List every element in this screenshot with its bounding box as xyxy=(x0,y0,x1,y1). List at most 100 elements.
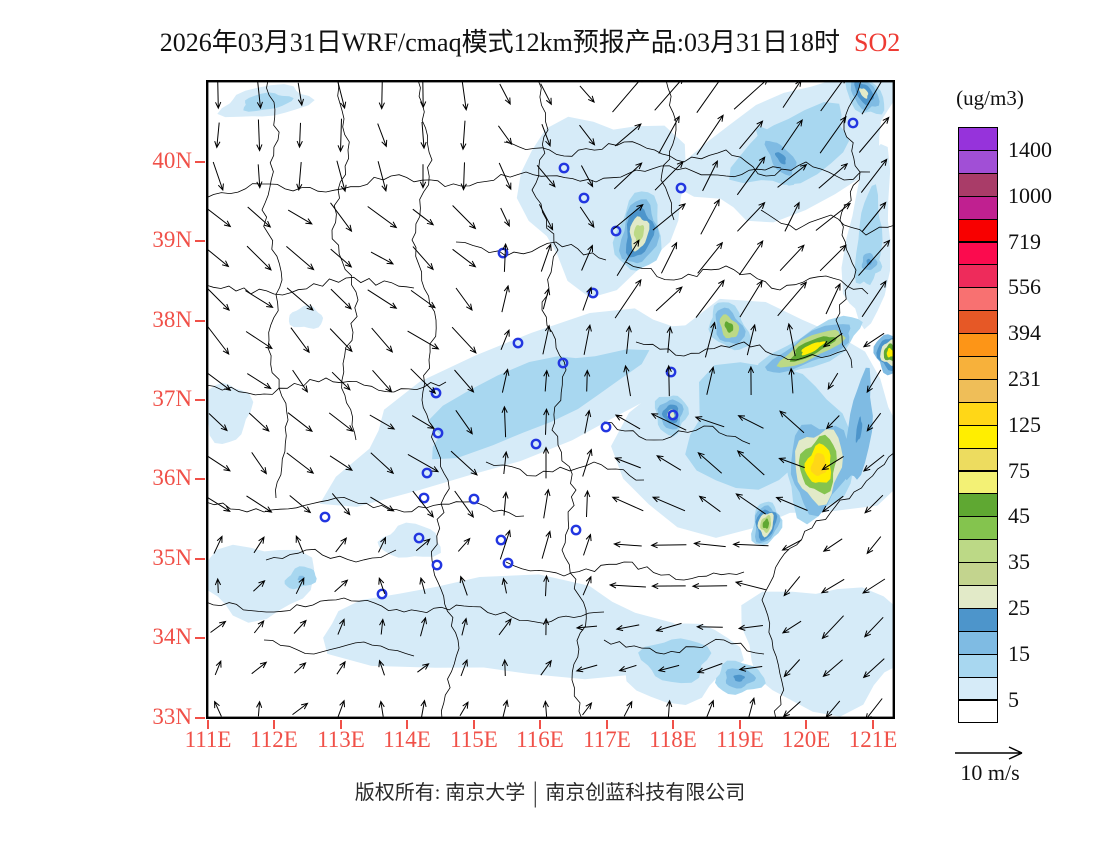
wind-arrow-icon xyxy=(292,369,309,393)
wind-arrow-icon xyxy=(502,242,509,272)
wind-arrow-icon xyxy=(455,287,473,311)
wind-arrow-icon xyxy=(502,450,509,475)
colorbar-cell xyxy=(958,378,998,403)
colorbar-label: 25 xyxy=(1008,594,1030,620)
wind-arrow-icon xyxy=(822,659,843,678)
wind-arrow-icon xyxy=(696,80,723,113)
hotspot-blob xyxy=(886,347,894,358)
wind-arrow-icon xyxy=(666,699,673,718)
wind-arrow-icon xyxy=(251,452,268,475)
lon-tick-mark xyxy=(539,720,542,729)
wind-arrow-icon xyxy=(738,239,764,276)
wind-arrow-icon xyxy=(206,207,232,228)
wind-arrow-icon xyxy=(501,284,510,313)
lon-tick-label: 119E xyxy=(716,727,764,752)
boundary-line xyxy=(761,451,895,719)
wind-arrow-icon xyxy=(697,451,723,474)
wash-blob xyxy=(323,574,696,680)
lat-tick-mark xyxy=(195,161,205,164)
colorbar-cell xyxy=(958,447,998,472)
wind-arrow-icon xyxy=(827,372,839,390)
wind-arrow-icon xyxy=(206,287,230,311)
colorbar-cell xyxy=(958,195,998,220)
colorbar-cell xyxy=(958,218,998,243)
colorbar-label: 75 xyxy=(1008,457,1030,483)
wind-arrow-icon xyxy=(866,369,882,394)
lon-tick-mark xyxy=(872,720,875,729)
wind-arrow-icon xyxy=(862,332,885,348)
wind-arrow-icon xyxy=(738,665,763,672)
wind-arrow-icon xyxy=(747,697,756,719)
wind-arrow-icon xyxy=(739,279,763,318)
hotspot-blob xyxy=(733,674,745,682)
wind-arrow-icon xyxy=(206,371,232,392)
wind-arrow-icon xyxy=(858,116,890,153)
wind-arrow-icon xyxy=(782,701,801,718)
boundary-line xyxy=(206,165,782,199)
wash-blob xyxy=(741,587,895,717)
colorbar-label: 5 xyxy=(1008,686,1019,712)
wind-arrow-icon xyxy=(693,540,726,548)
wind-arrow-icon xyxy=(736,156,766,196)
wind-arrow-icon xyxy=(737,624,763,631)
lat-tick-mark xyxy=(195,558,205,561)
wind-arrow-icon xyxy=(746,323,757,356)
wind-arrow-icon xyxy=(581,244,593,271)
city-marker-icon xyxy=(600,421,612,433)
colorbar-cell xyxy=(958,585,998,609)
copyright-footer: 版权所有: 南京大学 | 南京创蓝科技有限公司 xyxy=(0,776,1100,809)
wind-arrow-icon xyxy=(215,80,222,110)
wind-arrow-icon xyxy=(410,368,437,395)
wind-arrow-icon xyxy=(702,159,718,192)
colorbar-cell xyxy=(958,241,998,266)
wind-arrow-icon xyxy=(450,450,478,476)
wind-arrow-icon xyxy=(213,535,223,554)
wind-arrow-icon xyxy=(542,324,551,355)
lat-tick-label: 38N xyxy=(152,307,192,332)
wind-arrow-icon xyxy=(370,452,395,475)
wind-arrow-icon xyxy=(538,204,554,231)
wind-arrow-icon xyxy=(652,203,687,231)
colorbar-cell xyxy=(958,356,998,380)
wind-arrow-icon xyxy=(206,454,231,472)
wind-arrow-icon xyxy=(862,658,885,679)
wind-arrow-icon xyxy=(821,495,844,513)
boundary-line xyxy=(505,561,745,581)
wind-arrow-icon xyxy=(256,80,263,110)
wind-arrow-icon xyxy=(454,369,475,393)
wind-arrow-icon xyxy=(783,659,801,678)
hotspot-blob xyxy=(762,518,770,529)
colorbar-cell xyxy=(958,149,998,174)
boundary-line xyxy=(835,80,862,369)
boundary-line xyxy=(261,80,289,499)
wind-arrow-icon xyxy=(697,241,724,274)
page-title: 2026年03月31日WRF/cmaq模式12km预报产品:03月31日18时 S… xyxy=(0,22,1060,59)
boundary-line xyxy=(331,80,359,441)
wind-arrow-icon xyxy=(378,577,386,594)
wind-arrow-icon xyxy=(459,701,469,717)
wash-blob xyxy=(638,638,712,684)
lon-tick-mark xyxy=(273,720,276,729)
city-marker-icon xyxy=(847,117,859,129)
city-marker-icon xyxy=(665,366,677,378)
wind-arrow-icon xyxy=(455,410,473,435)
wind-arrow-icon xyxy=(245,290,274,309)
wind-arrow-icon xyxy=(214,122,221,149)
wind-arrow-icon xyxy=(370,251,395,265)
wind-arrow-icon xyxy=(655,622,682,632)
wind-arrow-icon xyxy=(694,416,725,428)
colorbar-label: 15 xyxy=(1008,640,1030,666)
city-marker-icon xyxy=(558,162,570,174)
wind-arrow-icon xyxy=(379,618,386,635)
wind-arrow-icon xyxy=(502,491,509,516)
lat-tick-mark xyxy=(195,320,205,323)
wind-arrow-icon xyxy=(378,700,385,717)
lat-tick-mark xyxy=(195,717,205,720)
wind-arrow-icon xyxy=(502,699,509,718)
wind-arrow-icon xyxy=(296,122,303,149)
wind-arrow-icon xyxy=(330,288,352,310)
wind-arrow-icon xyxy=(454,490,475,519)
wind-arrow-icon xyxy=(657,664,680,673)
wind-arrow-icon xyxy=(378,659,385,676)
colorbar-label: 35 xyxy=(1008,549,1030,575)
